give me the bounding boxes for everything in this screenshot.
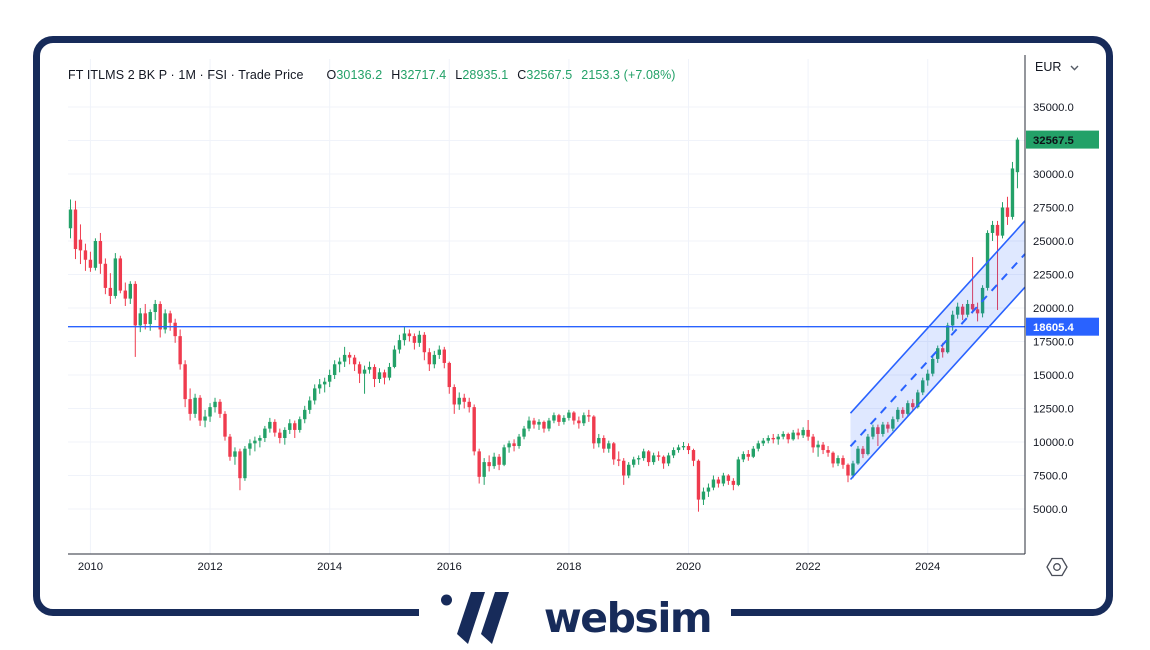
price-axis-labels[interactable]: 35000.0 30000.0 27500.0 25000.0 22500.0 20000… (1033, 102, 1074, 516)
low-value: 28935.1 (462, 68, 509, 82)
websim-wordmark: websim (543, 593, 713, 642)
close-label: C (517, 68, 527, 82)
svg-text:7500.0: 7500.0 (1033, 471, 1068, 483)
svg-text:12500.0: 12500.0 (1033, 404, 1074, 416)
change-value: 2153.3 (+7.08%) (581, 68, 676, 82)
svg-text:30000.0: 30000.0 (1033, 169, 1074, 181)
currency-code: EUR (1035, 60, 1062, 74)
svg-text:35000.0: 35000.0 (1033, 102, 1074, 114)
line-price-badge: 18605.4 (1026, 317, 1099, 336)
svg-text:17500.0: 17500.0 (1033, 337, 1074, 349)
svg-text:20000.0: 20000.0 (1033, 303, 1074, 315)
svg-text:2016: 2016 (437, 561, 462, 573)
websim-logo: websim (418, 591, 732, 650)
chart-card: FT ITLMS 2 BK P · 1M · FSI · Trade Price… (33, 36, 1113, 616)
candles-series (68, 137, 1020, 512)
svg-text:2018: 2018 (556, 561, 581, 573)
svg-text:2012: 2012 (197, 561, 222, 573)
svg-text:10000.0: 10000.0 (1033, 437, 1074, 449)
svg-text:2010: 2010 (78, 561, 103, 573)
low-label: L (455, 68, 463, 82)
websim-footer: websim (0, 591, 1150, 649)
chart-legend: FT ITLMS 2 BK P · 1M · FSI · Trade Price… (68, 68, 676, 82)
gridlines (68, 59, 1025, 554)
open-label: O (326, 68, 337, 82)
high-label: H (391, 68, 401, 82)
svg-text:2014: 2014 (317, 561, 342, 573)
close-value: 32567.5 (526, 68, 573, 82)
svg-text:2022: 2022 (796, 561, 821, 573)
svg-text:5000.0: 5000.0 (1033, 504, 1068, 516)
candlestick-chart[interactable]: 35000.0 30000.0 27500.0 25000.0 22500.0 20000… (40, 43, 1106, 610)
svg-text:25000.0: 25000.0 (1033, 236, 1074, 248)
svg-text:2024: 2024 (915, 561, 940, 573)
parallel-channel-drawing[interactable] (849, 220, 1026, 481)
svg-text:32567.5: 32567.5 (1033, 135, 1074, 147)
last-price-badge: 32567.5 (1026, 130, 1099, 149)
svg-text:15000.0: 15000.0 (1033, 370, 1074, 382)
svg-text:18605.4: 18605.4 (1033, 322, 1075, 334)
symbol-title[interactable]: FT ITLMS 2 BK P · 1M · FSI · Trade Price (68, 68, 304, 82)
svg-text:27500.0: 27500.0 (1033, 203, 1074, 215)
axis-settings-gear-icon[interactable] (1046, 557, 1068, 577)
high-value: 32717.4 (400, 68, 447, 82)
open-value: 30136.2 (336, 68, 383, 82)
currency-selector[interactable]: EUR (1035, 60, 1079, 74)
svg-text:22500.0: 22500.0 (1033, 270, 1074, 282)
websim-logo-icon (439, 591, 531, 650)
time-axis-labels[interactable]: 2010 2012 2014 2016 2018 2020 2022 2024 (78, 561, 940, 573)
chevron-down-icon (1070, 60, 1079, 74)
svg-text:2020: 2020 (676, 561, 701, 573)
